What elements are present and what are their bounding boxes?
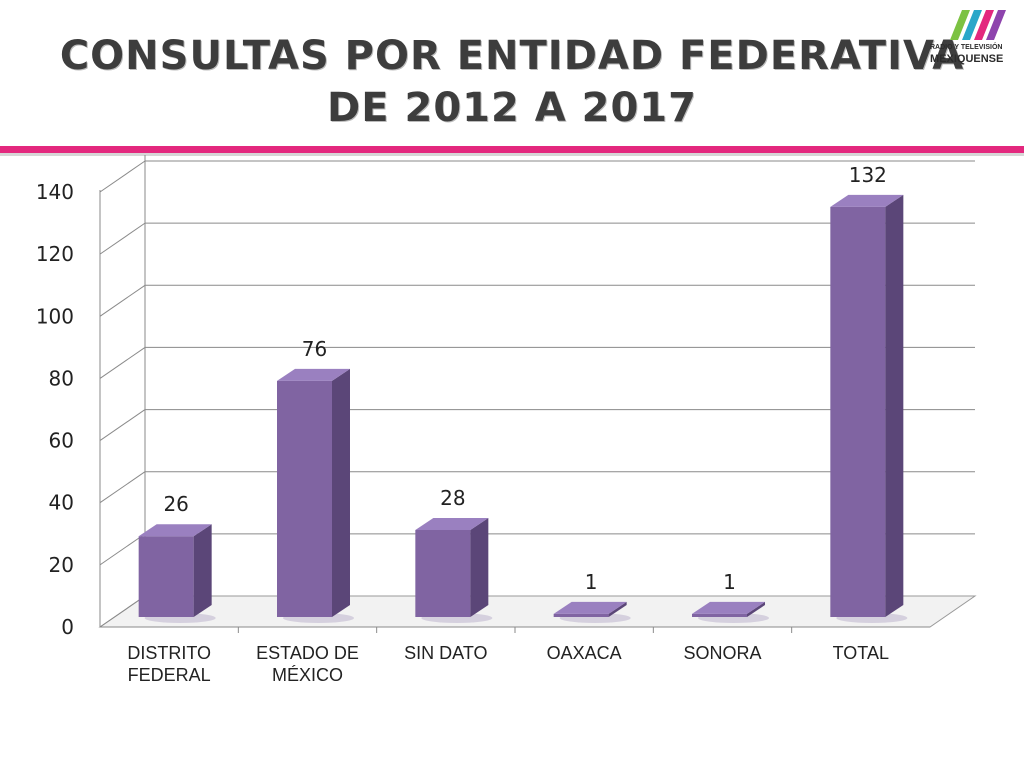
bar-side [747,601,765,617]
x-tick-label: SONORA [683,643,761,663]
slide-title-line-1: CONSULTAS POR ENTIDAD FEDERATIVA [59,33,965,79]
bar-top [553,601,627,614]
bar-side [193,524,212,617]
bar [277,380,332,617]
logo-text-line-1: RADIO Y TELEVISIÓN [930,44,1003,51]
bar [138,536,194,617]
gridline-diagonal [99,471,146,504]
x-tick-label: TOTAL [833,643,889,663]
data-label: 132 [849,163,887,187]
gridline-diagonal [99,160,146,193]
y-tick-label: 100 [36,304,74,328]
gridline-diagonal [99,409,146,441]
gridline-diagonal [99,284,146,317]
y-tick-label: 120 [36,242,74,266]
header-rule-shadow [0,153,1024,156]
slide-title-line-2: DE 2012 A 2017 [327,85,697,131]
bar [830,206,886,617]
logo-text-line-2: MEXIQUENSE [930,53,1004,65]
data-label: 76 [302,337,327,361]
y-tick-label: 40 [49,491,74,515]
gridline-diagonal [99,222,146,255]
bar-side [332,368,350,617]
x-tick-label: FEDERAL [128,665,211,685]
bar-top [138,524,212,537]
data-label: 1 [585,570,598,594]
x-tick-label: ESTADO DE [256,643,359,663]
y-tick-label: 140 [36,180,74,204]
gridline-diagonal [99,595,146,628]
x-tick-label: OAXACA [547,643,622,663]
y-tick-label: 60 [49,429,74,453]
logo-stripes-icon [950,10,1006,40]
data-label: 26 [163,492,188,516]
bar-side [608,601,627,617]
bar-side [470,518,489,617]
bar-top [277,368,350,381]
bar-top [692,601,765,614]
x-tick-label: DISTRITO [127,643,211,663]
bar-side [885,194,904,617]
y-tick-label: 20 [49,553,74,577]
slide-title: CONSULTAS POR ENTIDAD FEDERATIVA DE 2012… [0,30,1024,134]
x-tick-label: SIN DATO [404,643,487,663]
bar-top [830,194,904,207]
bar [692,613,747,617]
data-label: 28 [440,486,465,510]
brand-logo: RADIO Y TELEVISIÓN MEXIQUENSE [930,8,1014,68]
bar [415,530,471,617]
x-tick-label: MÉXICO [272,665,343,685]
header-rule [0,146,1024,153]
data-label: 1 [723,570,736,594]
bar-top [415,518,489,530]
y-tick-label: 0 [61,615,74,639]
y-tick-label: 80 [49,366,74,390]
bar [553,613,609,617]
gridline-diagonal [99,533,146,566]
gridline-diagonal [99,347,146,379]
